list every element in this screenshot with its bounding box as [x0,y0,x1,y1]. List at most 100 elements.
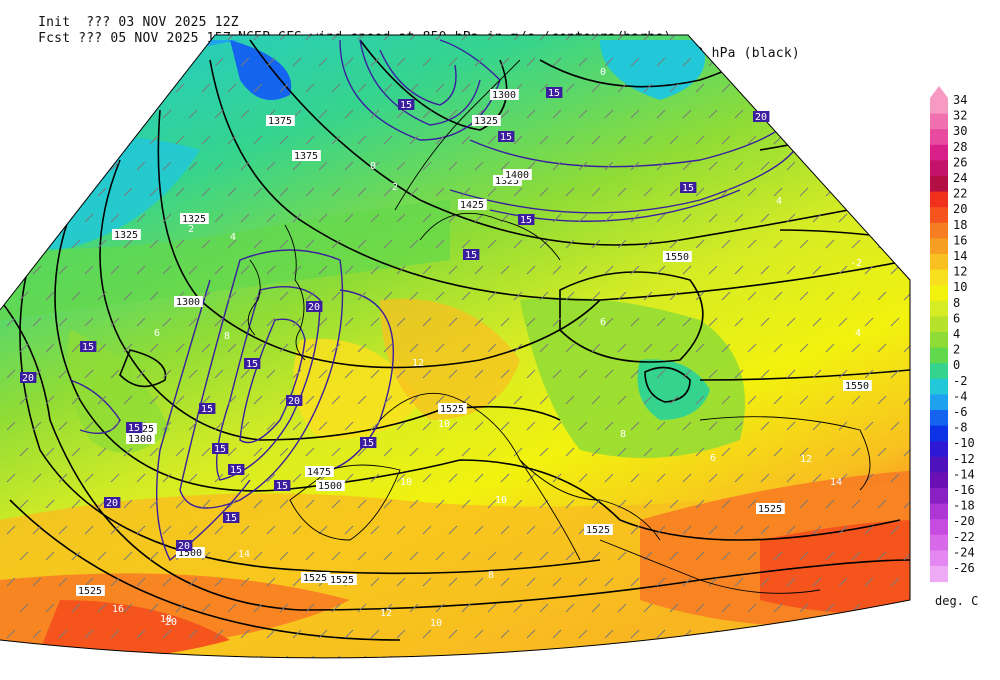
wind-barb [539,291,549,301]
wind-barb [227,239,237,249]
wind-barb [45,187,55,197]
wind-barb [58,265,68,275]
wind-speed-label: 15 [400,100,412,111]
wind-speed-label-bg [498,131,515,142]
geopotential-label-bg [305,466,334,477]
wind-barb [903,187,910,197]
wind-barb [175,655,185,658]
colorbar-swatch [930,441,948,458]
wind-barb [552,525,562,535]
geopotential-label-bg [458,199,487,210]
wind-barb [513,395,523,405]
wind-barb [71,395,81,405]
wind-barb [357,187,367,197]
wind-barb [370,161,380,171]
wind-barb [747,83,757,93]
wind-speed-label-bg [546,87,563,98]
wind-barb [188,317,198,327]
wind-speed-label: 20 [106,498,118,509]
wind-barb [422,109,432,119]
wind-barb [773,655,783,658]
wind-barb [786,525,796,535]
wind-barb [917,578,925,586]
wind-barb [318,265,328,275]
wind-barb [760,629,770,639]
wind-barb [864,213,874,223]
wind-barb [422,525,432,535]
wind-barb [214,577,224,587]
wind-barb [747,291,757,301]
wind-barb [773,395,783,405]
wind-barb [630,161,640,171]
wind-barb [84,577,94,587]
wind-barb [422,577,432,587]
wind-barb [331,343,341,353]
wind-barb [188,421,198,431]
wind-barb [214,265,224,275]
wind-barb [630,525,640,535]
wind-barb [240,525,250,535]
wind-barb [578,317,588,327]
wind-barb [500,265,510,275]
wind-barb [344,473,354,483]
wind-barb [435,135,445,145]
wind-barb [669,35,679,41]
wind-barb [279,291,289,301]
wind-barb [214,57,224,67]
wind-barb [435,551,445,561]
wind-barb [279,239,289,249]
wind-barb [747,499,757,509]
colorbar-tick-label: -4 [953,389,967,403]
wind-barb [656,57,666,67]
wind-barb [357,447,367,457]
wind-barb [214,317,224,327]
colorbar-swatch [930,534,948,551]
map-border [0,34,911,659]
wind-barb [682,265,692,275]
wind-barb [383,447,393,457]
wind-barb [617,239,627,249]
wind-barb [695,187,705,197]
geopotential-label: 1300 [492,90,516,101]
wind-barb [565,239,575,249]
wind-barb [227,499,237,509]
wind-barb [461,655,471,658]
wind-barb [318,421,328,431]
wind-barb [253,135,263,145]
isotherm-label: 16 [112,604,124,615]
wind-barb [409,655,419,658]
isotherm-label: 4 [855,328,861,339]
wind-barb [19,291,29,301]
wind-barb [500,161,510,171]
wind-barb [396,109,406,119]
wind-barb [110,421,120,431]
colorbar-tick-label: -16 [953,483,975,497]
wind-barb [370,317,380,327]
wind-barb [19,83,29,93]
colorbar-tick-label: -12 [953,452,975,466]
wind-barb [734,161,744,171]
wind-barb [97,83,107,93]
wind-barb [305,447,315,457]
wind-barb [617,551,627,561]
wind-barb [890,57,900,67]
wind-barb [136,525,146,535]
wind-barb [396,629,406,639]
wind-barb [58,421,68,431]
colorbar-tick-label: 12 [953,265,967,279]
geopotential-label: 1550 [665,252,689,263]
wind-barb [58,161,68,171]
wind-barb [539,447,549,457]
wind-barb [565,447,575,457]
wind-barb [552,317,562,327]
wind-barb [487,551,497,561]
wind-barb [708,109,718,119]
wind-barb [526,317,536,327]
wind-barb [565,603,575,613]
wind-barb [58,369,68,379]
wind-barb [591,655,601,658]
wind-barb [409,291,419,301]
wind-barb [773,551,783,561]
geopotential-label-bg [584,524,613,535]
